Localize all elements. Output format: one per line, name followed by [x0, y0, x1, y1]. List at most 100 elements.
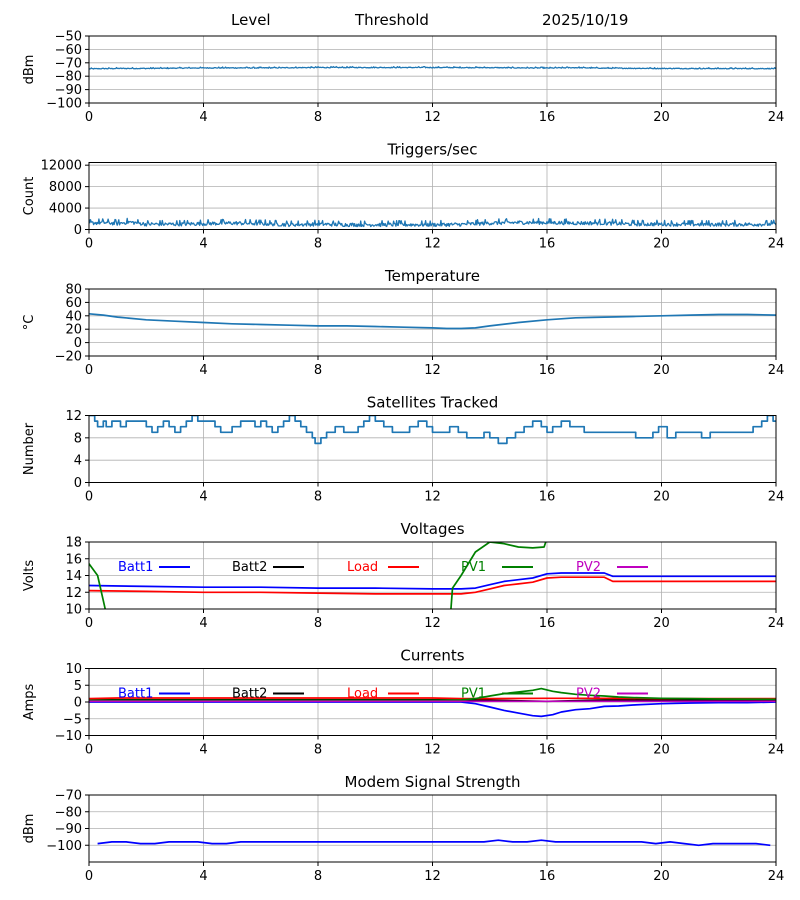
y-tick-label: 10 — [65, 603, 82, 618]
x-tick-label: 4 — [199, 363, 207, 378]
legend-label-pv2: PV2 — [576, 687, 601, 702]
y-tick-label: 12 — [65, 586, 82, 601]
y-tick-label: 8 — [74, 431, 82, 446]
x-tick-label: 4 — [199, 110, 207, 125]
x-tick-label: 12 — [424, 237, 441, 252]
legend-label-batt2: Batt2 — [232, 560, 267, 575]
chart-panel-4: 0 4 8 12 16 20 24 0 4 8 12 Satellites Tracked Number — [22, 394, 784, 505]
y-tick-label: 5 — [74, 679, 82, 694]
chart-panel-7: 0 4 8 12 16 20 24 −100 −90 −80−70 Modem Signal Str… — [22, 773, 784, 884]
y-tick-label: −80 — [55, 70, 82, 85]
x-tick-label: 16 — [539, 237, 556, 252]
series-group — [89, 415, 776, 445]
x-tick-label: 0 — [85, 743, 93, 758]
x-tick-label: 0 — [85, 616, 93, 631]
x-tick-label: 4 — [199, 237, 207, 252]
x-tick-label: 20 — [653, 490, 670, 505]
x-tick-label: 8 — [314, 237, 322, 252]
series-group — [89, 542, 776, 609]
y-axis-label: Number — [22, 422, 37, 475]
x-tick-label: 12 — [424, 869, 441, 884]
chart-title: Modem Signal Strength — [345, 773, 521, 791]
chart-title: Satellites Tracked — [367, 394, 498, 412]
y-axis-label: Amps — [22, 683, 37, 720]
x-tick-label: 20 — [653, 743, 670, 758]
x-tick-label: 20 — [653, 869, 670, 884]
y-tick-label: 18 — [65, 536, 82, 551]
y-tick-label: 14 — [65, 569, 82, 584]
series-line-pv1 — [89, 687, 776, 702]
y-tick-label: 60 — [65, 296, 82, 311]
series-line-pv1 — [89, 563, 107, 609]
y-tick-label: −20 — [55, 350, 82, 365]
x-tick-label: 12 — [424, 616, 441, 631]
y-tick-label: −70 — [55, 789, 82, 804]
x-tick-label: 12 — [424, 490, 441, 505]
x-tick-label: 20 — [653, 616, 670, 631]
x-tick-label: 0 — [85, 110, 93, 125]
legend-label-batt1: Batt1 — [118, 687, 153, 702]
y-tick-label: −10 — [55, 729, 82, 744]
y-tick-label: 0 — [74, 336, 82, 351]
chart-panel-2: 0 4 8 12 16 20 24 0 4000 8000 12000 Triggers/sec Cou… — [22, 141, 784, 252]
x-tick-label: 8 — [314, 363, 322, 378]
y-axis-label: dBm — [22, 814, 37, 844]
y-tick-label: 4 — [74, 454, 82, 469]
series-line-s0 — [97, 839, 771, 847]
y-axis-label: dBm — [22, 55, 37, 85]
x-tick-label: 4 — [199, 743, 207, 758]
chart-title: Triggers/sec — [387, 141, 478, 159]
y-axis-label: Volts — [22, 560, 37, 592]
series-group — [89, 687, 776, 718]
x-tick-label: 24 — [768, 616, 785, 631]
series-group — [89, 217, 776, 228]
x-tick-label: 16 — [539, 490, 556, 505]
series-group — [89, 312, 776, 330]
x-tick-label: 12 — [424, 743, 441, 758]
legend-label-batt2: Batt2 — [232, 687, 267, 702]
y-tick-label: 20 — [65, 323, 82, 338]
y-tick-label: −5 — [63, 712, 82, 727]
chart-panel-1: 0 4 8 12 16 20 24 −100−90−80−70−60−50 dBm — [22, 30, 784, 126]
y-tick-label: 16 — [65, 552, 82, 567]
legend-label-load: Load — [347, 560, 378, 575]
series-line-s0 — [89, 312, 776, 330]
x-tick-label: 0 — [85, 869, 93, 884]
y-tick-label: −70 — [55, 56, 82, 71]
x-tick-label: 12 — [424, 363, 441, 378]
x-tick-label: 0 — [85, 490, 93, 505]
y-tick-label: 4000 — [49, 202, 82, 217]
series-line-pv1 — [450, 542, 547, 609]
x-tick-label: 24 — [768, 110, 785, 125]
y-tick-label: 0 — [74, 476, 82, 491]
x-tick-label: 8 — [314, 869, 322, 884]
series-line-batt1 — [89, 572, 776, 590]
legend-label-load: Load — [347, 687, 378, 702]
header-threshold: Threshold — [355, 11, 429, 29]
x-tick-label: 8 — [314, 743, 322, 758]
x-tick-label: 24 — [768, 869, 785, 884]
y-tick-label: −90 — [55, 822, 82, 837]
x-tick-label: 4 — [199, 616, 207, 631]
x-tick-label: 16 — [539, 110, 556, 125]
y-tick-label: 10 — [65, 662, 82, 677]
chart-title: Voltages — [400, 520, 464, 538]
x-tick-label: 24 — [768, 363, 785, 378]
legend-label-pv1: PV1 — [461, 560, 486, 575]
series-group — [97, 839, 771, 847]
legend-label-batt1: Batt1 — [118, 560, 153, 575]
x-tick-label: 20 — [653, 237, 670, 252]
x-tick-label: 0 — [85, 363, 93, 378]
x-tick-label: 20 — [653, 363, 670, 378]
x-tick-label: 12 — [424, 110, 441, 125]
y-tick-label: −100 — [46, 97, 82, 112]
x-tick-label: 24 — [768, 237, 785, 252]
x-tick-label: 8 — [314, 616, 322, 631]
legend-label-pv1: PV1 — [461, 687, 486, 702]
x-tick-label: 8 — [314, 490, 322, 505]
header-level: Level — [231, 11, 271, 29]
y-tick-label: 80 — [65, 283, 82, 298]
